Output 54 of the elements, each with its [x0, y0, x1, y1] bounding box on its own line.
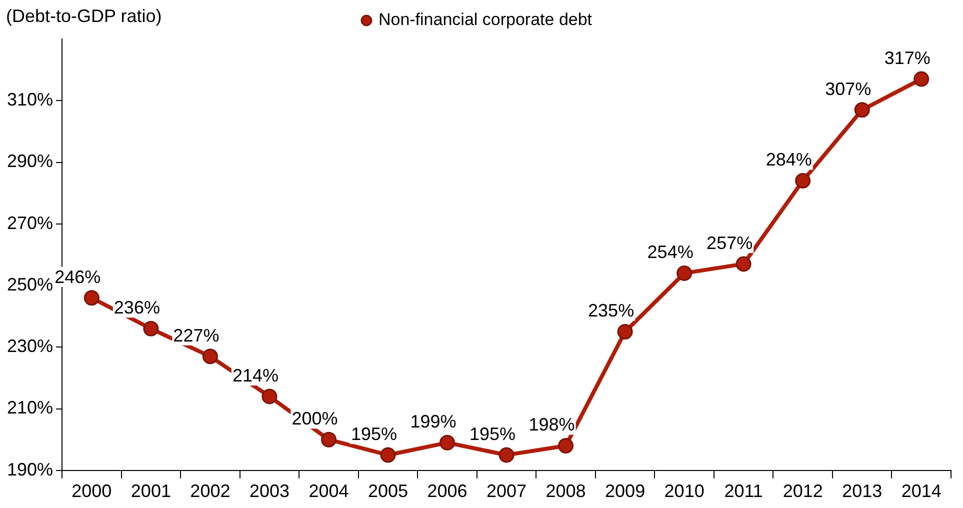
point — [143, 320, 159, 336]
y-tick-label: 210% — [6, 398, 54, 418]
x-tick-label: 2007 — [486, 481, 527, 502]
x-tick-label: 2005 — [368, 481, 408, 502]
x-tick-label: 2003 — [249, 481, 290, 502]
y-axis-title: (Debt-to-GDP ratio) — [6, 6, 162, 26]
data-label: 246% — [54, 266, 101, 287]
data-label: 199% — [410, 412, 456, 432]
data-label: 307% — [825, 78, 872, 99]
data-label: 257% — [706, 232, 753, 253]
point — [262, 388, 278, 404]
y-tick-label: 230% — [6, 336, 54, 356]
legend-label: Non-financial corporate debt — [378, 10, 592, 30]
x-tick-label: 2000 — [72, 481, 112, 502]
point — [617, 324, 633, 340]
x-tick-label: 2010 — [664, 481, 704, 502]
y-tick-label: 190% — [6, 459, 54, 480]
point — [736, 256, 752, 272]
y-tick-label: 310% — [6, 90, 54, 110]
data-label: 227% — [173, 325, 220, 346]
point — [320, 432, 336, 448]
x-tick-label: 2004 — [308, 481, 349, 502]
data-label: 284% — [766, 150, 812, 170]
data-label: 236% — [114, 298, 160, 318]
point — [440, 434, 456, 450]
x-tick-label: 2014 — [901, 481, 942, 502]
y-tick-label: 250% — [6, 274, 54, 294]
point — [676, 265, 692, 281]
data-label: 254% — [647, 242, 694, 262]
data-label: 200% — [292, 408, 338, 429]
point — [914, 71, 930, 87]
point — [854, 102, 870, 118]
point — [202, 348, 218, 364]
x-tick-label: 2006 — [427, 481, 468, 502]
x-tick-label: 2009 — [605, 481, 646, 502]
data-label: 317% — [884, 48, 930, 68]
y-tick-label: 290% — [6, 151, 54, 172]
x-tick-label: 2008 — [546, 481, 586, 502]
point — [558, 438, 574, 454]
x-tick-label: 2013 — [842, 481, 882, 502]
x-tick-label: 2002 — [190, 481, 230, 502]
data-label: 235% — [588, 300, 634, 321]
point — [84, 290, 100, 306]
data-label: 198% — [528, 414, 575, 435]
x-tick-label: 2012 — [782, 481, 823, 502]
point — [498, 447, 514, 463]
y-tick-label: 270% — [6, 212, 54, 233]
x-tick-label: 2001 — [130, 481, 171, 502]
data-label: 195% — [469, 424, 516, 444]
point — [380, 447, 396, 463]
data-label: 195% — [350, 424, 398, 444]
data-label: 214% — [232, 365, 278, 386]
x-tick-label: 2011 — [724, 481, 763, 502]
point — [795, 172, 811, 188]
